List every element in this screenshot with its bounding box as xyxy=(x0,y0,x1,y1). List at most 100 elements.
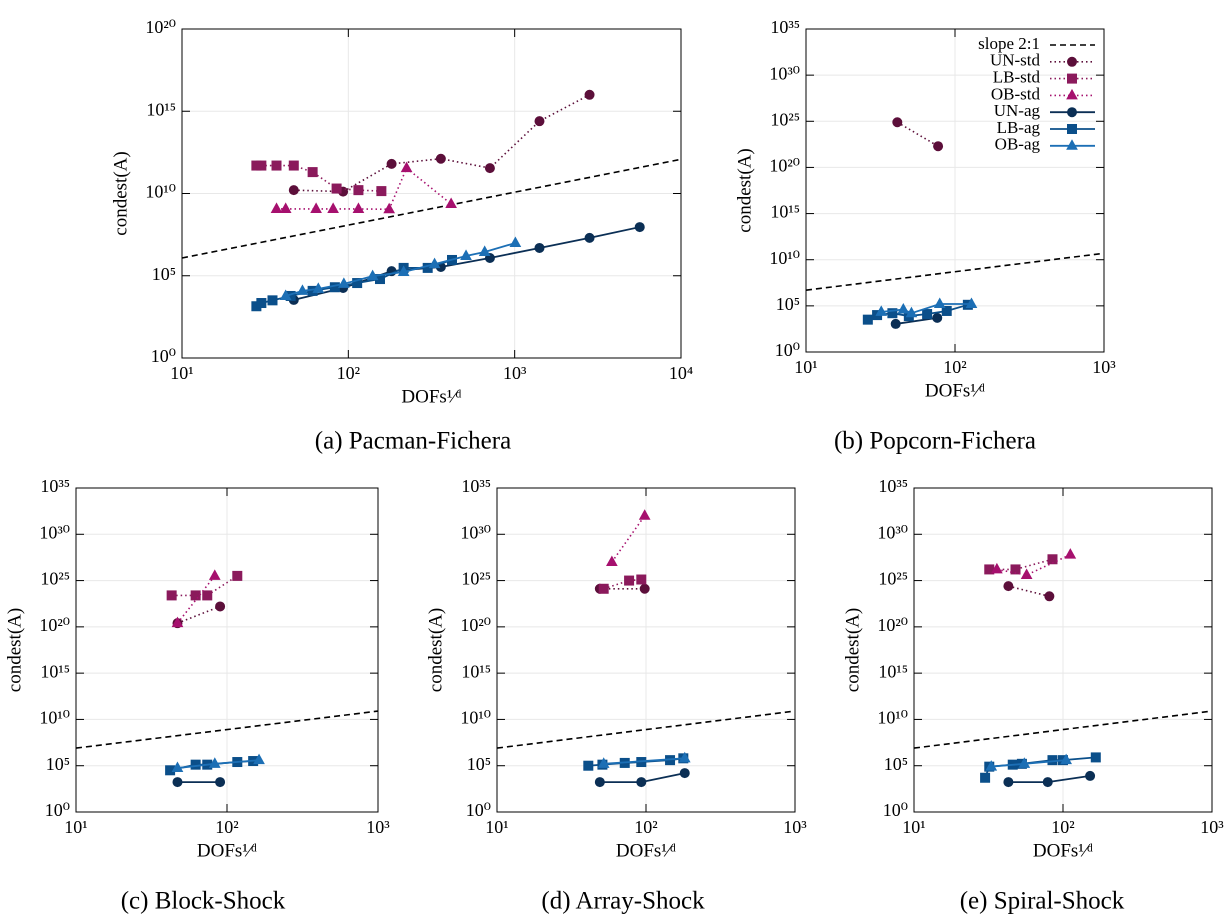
marker xyxy=(941,305,952,316)
y-tick-label: 10³⁰ xyxy=(877,522,908,542)
y-tick-label: 10³⁵ xyxy=(461,476,491,496)
marker xyxy=(679,768,690,779)
marker xyxy=(1044,591,1055,602)
marker xyxy=(478,245,491,256)
x-tick-label: 10³ xyxy=(783,817,807,837)
legend-marker xyxy=(1067,124,1077,134)
plot-frame xyxy=(913,487,1213,813)
y-tick-label: 10¹⁰ xyxy=(145,182,176,202)
marker xyxy=(534,242,545,253)
marker xyxy=(1064,548,1077,559)
marker xyxy=(484,163,495,174)
marker xyxy=(636,574,647,585)
marker xyxy=(1003,777,1014,788)
x-tick-label: 10³ xyxy=(503,363,527,383)
y-tick-label: 10¹⁰ xyxy=(460,708,491,728)
x-tick-label: 10¹ xyxy=(902,817,925,837)
legend-marker xyxy=(1066,139,1078,150)
x-tick-label: 10¹ xyxy=(794,357,817,377)
y-axis-label: condest(A) xyxy=(110,151,131,235)
x-tick-label: 10⁴ xyxy=(669,363,693,383)
marker xyxy=(862,314,873,325)
x-tick-label: 10¹ xyxy=(64,817,87,837)
y-tick-label: 10³⁵ xyxy=(878,476,908,496)
marker xyxy=(509,236,522,247)
y-tick-label: 10⁵ xyxy=(152,264,176,284)
marker xyxy=(279,289,292,300)
x-tick-label: 10² xyxy=(337,363,360,383)
marker xyxy=(1090,752,1101,763)
y-tick-label: 10²⁵ xyxy=(878,569,908,589)
x-axis-label: DOFs¹⁄ᵈ xyxy=(401,386,461,407)
y-tick-label: 10⁵ xyxy=(46,754,70,774)
y-tick-label: 10²⁵ xyxy=(461,569,491,589)
marker xyxy=(1018,757,1031,768)
series-line xyxy=(805,252,1105,291)
legend-label: UN-std xyxy=(990,51,1041,70)
x-axis-label: DOFs¹⁄ᵈ xyxy=(616,840,676,861)
y-tick-label: 10⁵ xyxy=(776,294,800,314)
marker xyxy=(1047,755,1058,766)
marker xyxy=(256,298,267,309)
marker xyxy=(428,257,441,269)
marker xyxy=(933,141,944,152)
marker xyxy=(171,761,184,773)
caption: (e) Spiral-Shock xyxy=(960,888,1125,915)
y-tick-label: 10²⁵ xyxy=(770,109,800,129)
x-tick-label: 10³ xyxy=(1200,817,1224,837)
marker xyxy=(208,757,221,768)
x-tick-label: 10² xyxy=(1051,817,1074,837)
y-tick-label: 10³⁰ xyxy=(39,522,70,542)
y-tick-label: 10⁵ xyxy=(467,754,491,774)
marker xyxy=(1020,568,1033,579)
y-tick-label: 10¹⁰ xyxy=(769,248,800,268)
marker xyxy=(215,777,226,788)
y-tick-label: 10³⁵ xyxy=(40,476,70,496)
y-axis-label: condest(A) xyxy=(842,608,863,692)
marker xyxy=(584,89,595,100)
series-line xyxy=(75,710,379,749)
legend-label: LB-ag xyxy=(997,118,1041,137)
y-tick-label: 10⁰ xyxy=(775,340,800,360)
marker xyxy=(965,297,978,308)
marker xyxy=(534,116,545,127)
legend-label: OB-std xyxy=(991,84,1041,103)
marker xyxy=(166,590,177,601)
series-line xyxy=(1008,585,1050,598)
series-line xyxy=(984,756,1096,779)
series-line xyxy=(293,94,590,193)
subplot: 10¹ 10² 10³ 10⁰ 10⁵ 10¹⁰ 10¹⁵ 10²⁰ 10²⁵ 10³⁰ 10³⁵ D… xyxy=(4,476,390,915)
marker xyxy=(583,760,594,771)
marker xyxy=(634,222,645,233)
marker xyxy=(327,202,339,213)
marker xyxy=(1003,581,1014,592)
series-line xyxy=(611,515,646,563)
marker xyxy=(172,777,183,788)
y-tick-label: 10²⁰ xyxy=(460,615,491,635)
marker xyxy=(435,153,446,164)
legend-marker xyxy=(1067,107,1077,118)
marker xyxy=(875,305,888,316)
series-line xyxy=(177,605,221,624)
y-tick-label: 10²⁰ xyxy=(877,615,908,635)
plot-frame xyxy=(75,487,379,813)
marker xyxy=(383,202,396,214)
marker xyxy=(338,277,350,288)
marker xyxy=(890,318,901,329)
marker xyxy=(352,278,363,289)
marker xyxy=(1047,554,1058,565)
subplot: 10¹ 10² 10³ 10⁰ 10⁵ 10¹⁰ 10¹⁵ 10²⁰ 10²⁵ 10³⁰ 10³⁵ D… xyxy=(425,476,807,915)
caption: (c) Block-Shock xyxy=(121,888,286,915)
y-tick-label: 10¹⁵ xyxy=(770,202,800,222)
marker xyxy=(1060,753,1073,765)
x-axis-label: DOFs¹⁄ᵈ xyxy=(1033,840,1093,861)
legend-label: slope 2:1 xyxy=(978,34,1040,53)
marker xyxy=(445,197,457,208)
marker xyxy=(905,306,918,318)
marker xyxy=(584,232,595,243)
marker xyxy=(985,760,998,771)
marker xyxy=(353,185,364,196)
marker xyxy=(598,583,609,594)
legend-marker xyxy=(1066,88,1078,100)
